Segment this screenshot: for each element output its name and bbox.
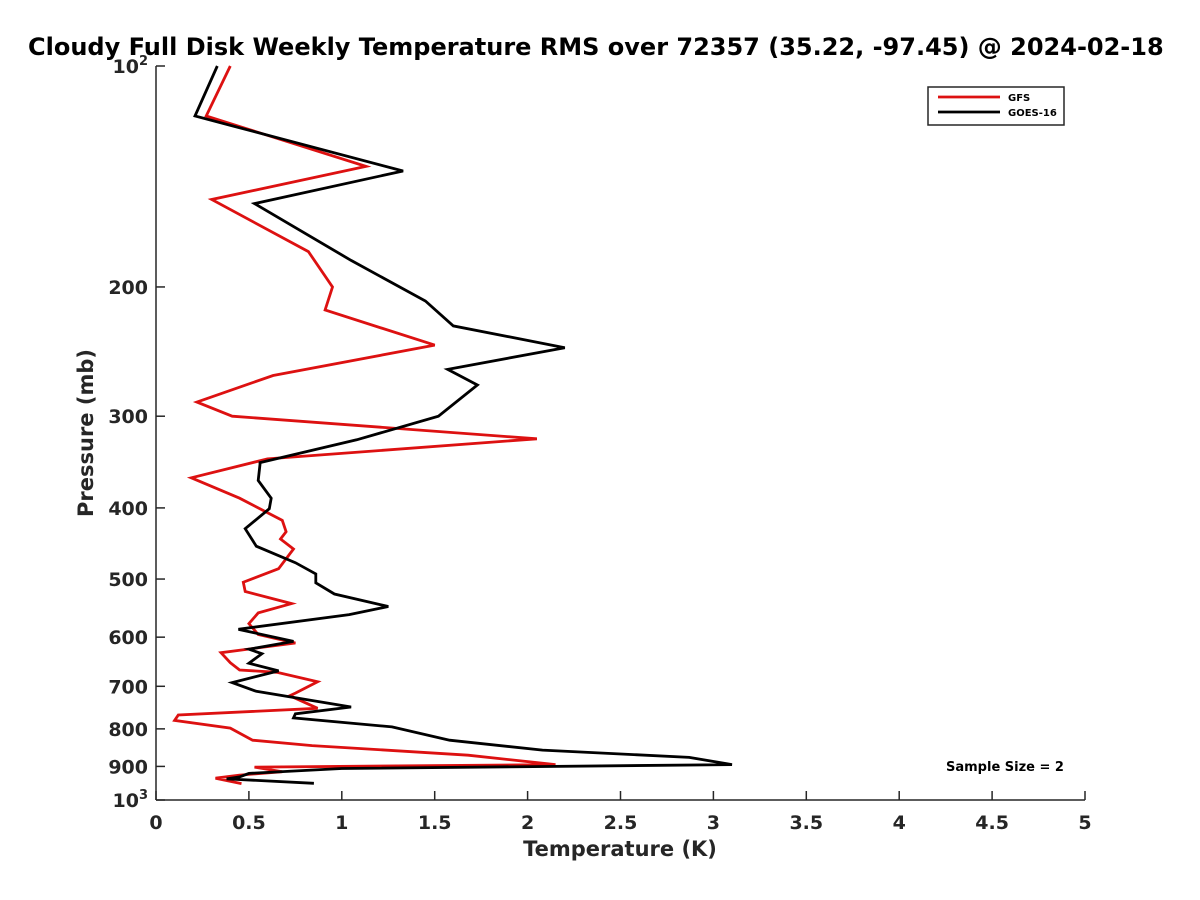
- x-tick-label: 2.5: [604, 812, 638, 834]
- x-tick-label: 4: [893, 812, 906, 834]
- y-tick-label: 400: [108, 498, 148, 520]
- x-tick-label: 0.5: [232, 812, 266, 834]
- legend-label: GOES-16: [1008, 108, 1057, 119]
- x-axis: 0 0.5 1 1.5 2 2.5 3 3.5 4 4.5 5: [149, 791, 1092, 834]
- y-tick-label: 800: [108, 719, 148, 741]
- legend-label: GFS: [1008, 93, 1030, 104]
- x-tick-label: 3: [707, 812, 720, 834]
- x-tick-label: 0: [149, 812, 162, 834]
- legend: GFS GOES-16: [927, 86, 1065, 126]
- x-tick-label: 1.5: [418, 812, 452, 834]
- y-tick-label: 300: [108, 406, 148, 428]
- y-tick-label: 102: [113, 54, 149, 78]
- series-layer: [172, 65, 733, 785]
- y-tick-label: 500: [108, 569, 148, 591]
- y-tick-label: 900: [108, 756, 148, 778]
- x-axis-label: Temperature (K): [523, 837, 717, 861]
- x-tick-label: 4.5: [975, 812, 1009, 834]
- y-tick-label: 200: [108, 277, 148, 299]
- y-tick-label: 700: [108, 676, 148, 698]
- y-axis: 102 200 300 400 500 600 700 800 900 103: [108, 54, 165, 812]
- x-tick-label: 3.5: [789, 812, 823, 834]
- legend-box: [927, 86, 1065, 126]
- sample-size-annotation: Sample Size = 2: [946, 760, 1064, 775]
- y-axis-label: Pressure (mb): [74, 349, 98, 517]
- x-tick-label: 2: [521, 812, 534, 834]
- y-tick-label: 103: [113, 788, 149, 812]
- x-tick-label: 1: [335, 812, 348, 834]
- chart-title: Cloudy Full Disk Weekly Temperature RMS …: [28, 33, 1164, 61]
- series-line-gfs: [172, 65, 556, 785]
- x-tick-label: 5: [1078, 812, 1091, 834]
- y-tick-label: 600: [108, 627, 148, 649]
- series-line-goes-16: [193, 65, 733, 785]
